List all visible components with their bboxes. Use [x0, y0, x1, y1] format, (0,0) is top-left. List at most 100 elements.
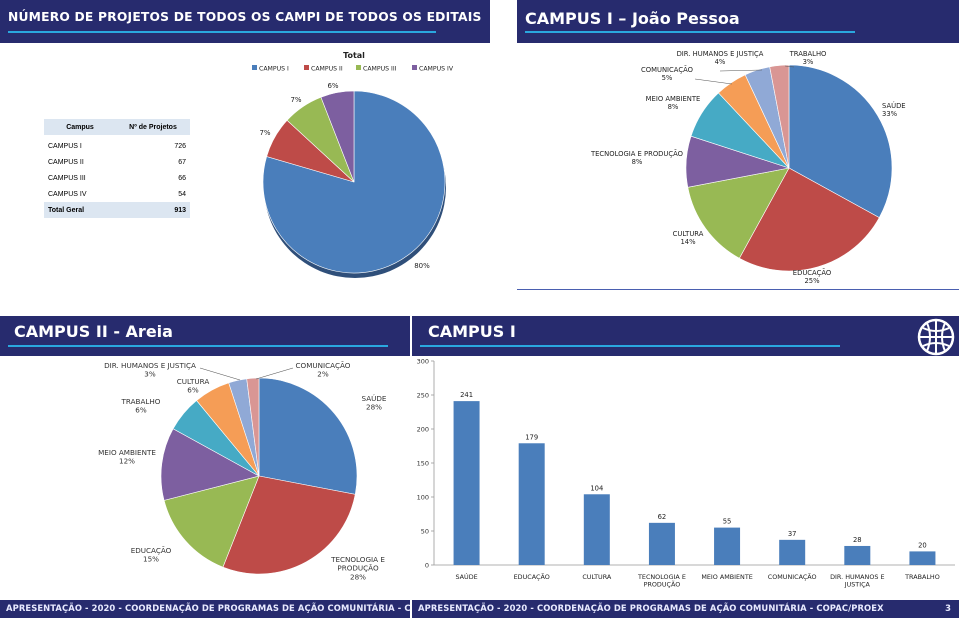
bar	[518, 443, 545, 565]
footer-left-text: APRESENTAÇÃO - 2020 - COORDENAÇÃO DE PRO…	[6, 603, 410, 613]
bar-value-label: 104	[590, 484, 603, 492]
legend-label: CAMPUS III	[363, 66, 397, 73]
data-label: 7%	[290, 96, 301, 104]
column-header-campus: Campus	[44, 119, 116, 135]
campus1-pie-slice	[788, 64, 893, 219]
campus2-pie-slice	[163, 475, 260, 568]
legend-swatch	[356, 65, 361, 70]
campus1-bar-chart: 0 50 100 150 200 250 300 241 SAÚDE 179 EDUCAÇÃO 104…	[417, 358, 955, 589]
legend-swatch	[304, 65, 309, 70]
total-pie-chart: Total CAMPUS I CAMPUS II CAMPUS III CAMPUS I…	[252, 51, 454, 278]
bar-value-label: 28	[853, 536, 862, 544]
leader-line	[199, 367, 241, 381]
legend-label: CAMPUS IV	[419, 66, 454, 73]
table-row: CAMPUS II 67	[48, 158, 186, 166]
summary-table: Campus Nº de Projetos CAMPUS I 726 CAMPUS…	[44, 119, 190, 218]
footer-right: APRESENTAÇÃO - 2020 - COORDENAÇÃO DE PRO…	[412, 600, 959, 618]
slice-label: EDUCAÇÃO 15%	[131, 546, 172, 564]
slice-label: COMUNICAÇÃO 5%	[641, 65, 693, 82]
data-label: 7%	[259, 129, 270, 137]
chart-title: Total	[343, 51, 365, 60]
campus2-pie-slice	[258, 377, 358, 495]
bar-value-label: 20	[918, 541, 927, 549]
bar-value-label: 62	[658, 513, 667, 521]
table-row: CAMPUS III 66	[48, 174, 186, 182]
leader-line	[255, 367, 294, 380]
panel-campus1-bar-title: CAMPUS I	[428, 322, 516, 341]
slice-label: TECNOLOGIA E PRODUÇÃO 8%	[590, 149, 683, 166]
bar-value-label: 179	[525, 433, 538, 441]
campus2-pie-slice	[160, 428, 260, 501]
slice-label: CULTURA 14%	[673, 230, 704, 246]
panel-total: NÚMERO DE PROJETOS DE TODOS OS CAMPI DE …	[0, 0, 490, 290]
summary-table-header: Campus Nº de Projetos	[44, 119, 190, 135]
y-tick-label: 150	[417, 460, 429, 468]
campus1-pie-slice	[738, 167, 880, 272]
data-label: 6%	[327, 82, 338, 90]
slice-label: TECNOLOGIA E PRODUÇÃO 28%	[330, 555, 385, 581]
panel-bottom-rule	[517, 289, 959, 290]
bar	[453, 401, 480, 565]
bar	[648, 522, 675, 565]
table-row: CAMPUS IV 54	[48, 190, 186, 198]
column-header-projects: Nº de Projetos	[116, 119, 190, 135]
data-label: 80%	[414, 262, 430, 270]
legend-swatch	[252, 65, 257, 70]
x-tick-label: MEIO AMBIENTE	[701, 573, 752, 581]
campus2-pie-slice	[222, 475, 356, 575]
panel-campus2-header: CAMPUS II - Areia	[0, 316, 410, 356]
page-number: 3	[945, 603, 951, 613]
leader-line	[784, 65, 795, 68]
y-tick-label: 0	[425, 562, 429, 570]
y-tick-label: 300	[417, 358, 429, 366]
slice-label: TRABALHO 3%	[789, 50, 827, 66]
header-underline	[525, 31, 855, 33]
slice-label: MEIO AMBIENTE 12%	[98, 448, 156, 466]
x-tick-label: COMUNICAÇÃO	[768, 572, 817, 581]
y-tick-label: 50	[421, 528, 429, 536]
slice-label: SAÚDE 28%	[362, 394, 387, 412]
header-underline	[8, 31, 436, 33]
table-row: CAMPUS I 726	[48, 142, 186, 150]
y-tick-label: 250	[417, 392, 429, 400]
y-tick-label: 100	[417, 494, 429, 502]
total-pie-slice	[320, 90, 355, 183]
bar	[583, 494, 610, 565]
panel-campus2-pie: CAMPUS II - Areia SAÚDE 28% TECNOLOGIA E PR…	[0, 316, 410, 596]
panel-campus1-header: CAMPUS I – João Pessoa	[517, 0, 959, 43]
slice-label: DIR. HUMANOS E JUSTIÇA 3%	[104, 361, 196, 379]
panel-campus1-title: CAMPUS I – João Pessoa	[525, 9, 740, 28]
table-total-row: Total Geral 913	[44, 202, 190, 218]
slice-label: COMUNICAÇÃO 2%	[296, 361, 351, 379]
slice-label: MEIO AMBIENTE 8%	[646, 95, 701, 111]
y-tick-label: 200	[417, 426, 429, 434]
panel-campus1-pie: CAMPUS I – João Pessoa SAÚDE 33% EDUCAÇÃO 2…	[517, 0, 959, 293]
leader-line	[694, 78, 733, 85]
bar-value-label: 37	[788, 530, 797, 538]
x-tick-label: EDUCAÇÃO	[514, 572, 550, 581]
header-underline	[8, 345, 388, 347]
panel-total-header: NÚMERO DE PROJETOS DE TODOS OS CAMPI DE …	[0, 0, 490, 43]
campus1-pie-chart: SAÚDE 33% EDUCAÇÃO 25% CULTURA 14% TECNOLOGIA …	[590, 50, 906, 285]
footer-right-text: APRESENTAÇÃO - 2020 - COORDENAÇÃO DE PRO…	[418, 603, 884, 613]
bar	[779, 539, 806, 565]
panel-campus1-bar-header: CAMPUS I	[412, 316, 959, 356]
bar	[714, 527, 741, 565]
panel-campus2-title: CAMPUS II - Areia	[14, 322, 173, 341]
x-tick-label: SAÚDE	[455, 572, 477, 581]
x-tick-label: DIR. HUMANOS E JUSTIÇA	[830, 573, 884, 589]
slice-label: DIR. HUMANOS E JUSTIÇA 4%	[677, 50, 764, 66]
x-tick-label: TRABALHO	[904, 573, 940, 581]
bar-value-label: 55	[723, 518, 732, 526]
x-tick-label: TECNOLOGIA E PRODUÇÃO	[637, 573, 686, 589]
legend-label: CAMPUS I	[259, 66, 289, 73]
legend-swatch	[412, 65, 417, 70]
bar	[844, 545, 871, 565]
campus1-pie-slice	[687, 167, 790, 259]
campus2-pie-chart: SAÚDE 28% TECNOLOGIA E PRODUÇÃO 28% EDUCAÇÃO 1…	[98, 361, 387, 581]
leader-line	[719, 69, 763, 72]
bar	[909, 551, 936, 565]
slice-label: TRABALHO 6%	[121, 397, 161, 415]
panel-total-title: NÚMERO DE PROJETOS DE TODOS OS CAMPI DE …	[8, 10, 482, 24]
header-underline	[420, 345, 840, 347]
